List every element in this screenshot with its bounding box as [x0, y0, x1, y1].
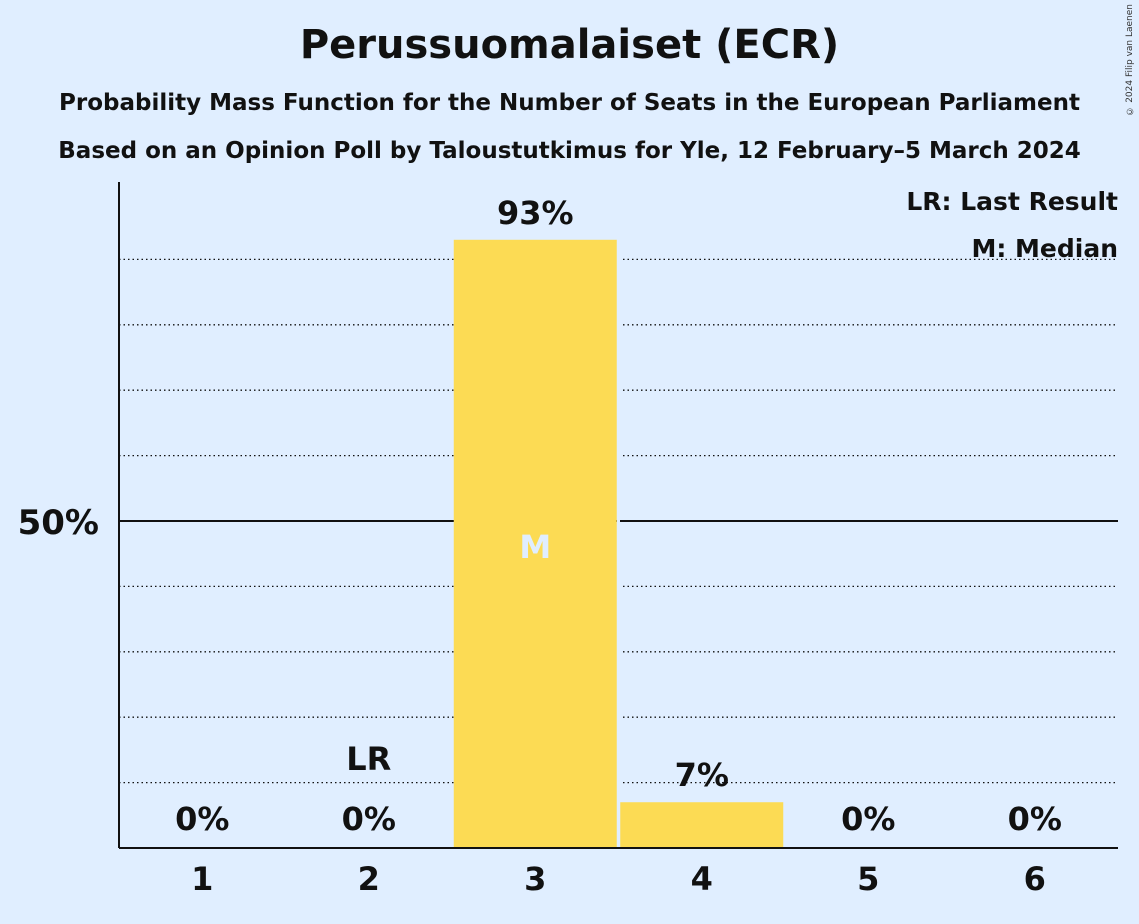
last-result-marker: LR [346, 740, 391, 778]
chart-title: Perussuomalaiset (ECR) [299, 22, 840, 68]
bar-separator [617, 239, 620, 848]
x-tick-label: 4 [691, 860, 713, 898]
median-marker: M [519, 528, 551, 566]
chart-subtitle: Probability Mass Function for the Number… [59, 90, 1080, 116]
legend-last-result: LR: Last Result [906, 187, 1118, 216]
chart-subtitle-source: Based on an Opinion Poll by Taloustutkim… [58, 138, 1081, 164]
x-tick-label: 6 [1024, 860, 1046, 898]
bar [620, 802, 784, 848]
legend-median: M: Median [971, 234, 1118, 263]
bar [453, 239, 617, 848]
x-tick-label: 3 [524, 860, 546, 898]
data-label: 0% [175, 800, 229, 838]
data-label: 7% [675, 756, 729, 794]
data-label: 93% [497, 194, 574, 232]
data-label: 0% [342, 800, 396, 838]
data-label: 0% [841, 800, 895, 838]
x-tick-label: 2 [358, 860, 380, 898]
x-tick-label: 5 [857, 860, 879, 898]
y-tick-label: 50% [18, 503, 99, 543]
x-tick-label: 1 [191, 860, 213, 898]
data-label: 0% [1008, 800, 1062, 838]
